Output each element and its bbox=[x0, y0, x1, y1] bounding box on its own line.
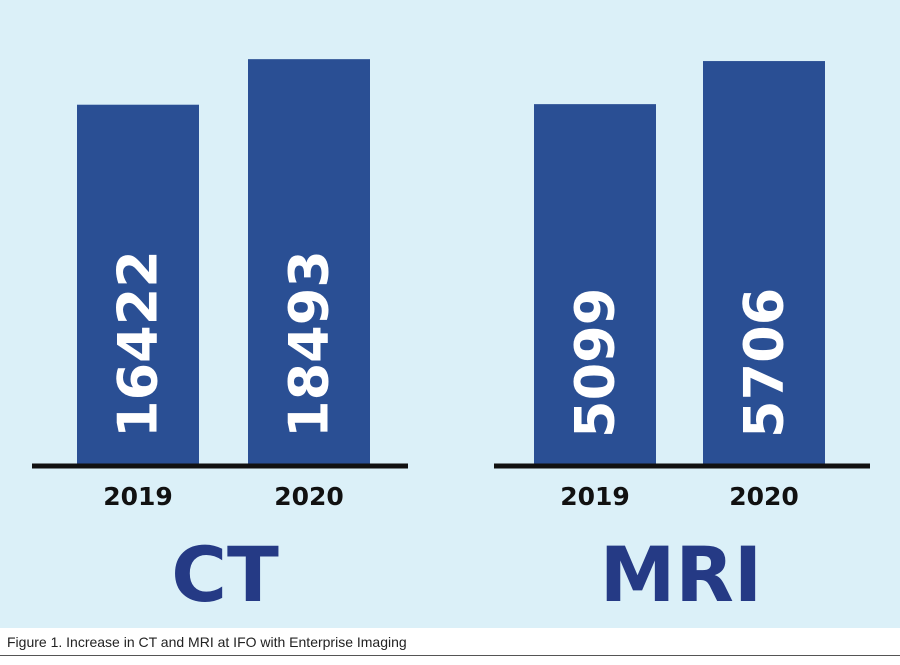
mri-tick-label-2020: 2020 bbox=[729, 482, 799, 511]
caption-divider bbox=[0, 655, 900, 656]
mri-data-label-2019: 5099 bbox=[564, 288, 627, 438]
mri-bar-2019 bbox=[534, 104, 656, 466]
chart-panel: 16422 2019 18493 2020 CT 5099 2019 5706 2020 MRI bbox=[0, 0, 900, 628]
mri-bar-2020 bbox=[703, 61, 825, 466]
mri-chart-title: MRI bbox=[600, 530, 762, 619]
ct-bar-2020 bbox=[248, 59, 370, 467]
mri-tick-label-2019: 2019 bbox=[560, 482, 630, 511]
figure-caption: Figure 1. Increase in CT and MRI at IFO … bbox=[7, 634, 407, 650]
ct-tick-label-2019: 2019 bbox=[103, 482, 173, 511]
ct-bar-2019 bbox=[77, 104, 199, 466]
ct-data-label-2019: 16422 bbox=[107, 250, 170, 438]
chart-svg: 16422 2019 18493 2020 CT 5099 2019 5706 2020 MRI bbox=[32, 59, 870, 619]
ct-tick-label-2020: 2020 bbox=[274, 482, 344, 511]
ct-data-label-2020: 18493 bbox=[278, 250, 341, 438]
mri-data-label-2020: 5706 bbox=[733, 288, 796, 438]
ct-chart-title: CT bbox=[171, 530, 279, 619]
